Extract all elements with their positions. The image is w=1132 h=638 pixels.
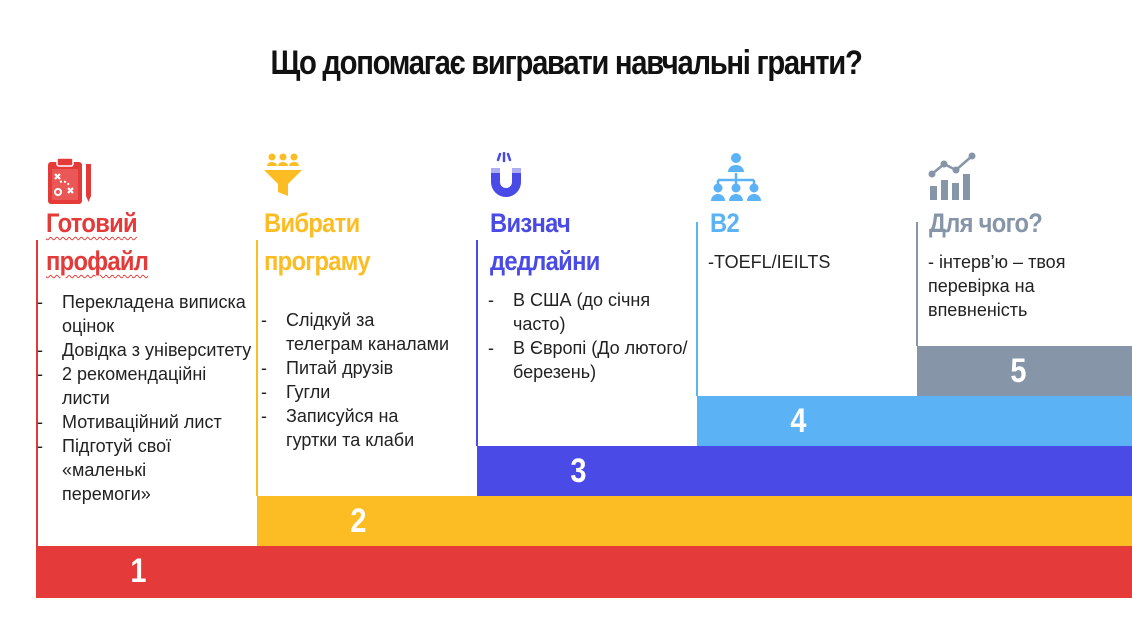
step-4-title: B2 [710, 204, 740, 242]
step-4-title-line-1: B2 [710, 208, 740, 238]
list-item: Підготуй свої «маленькі перемоги» [37, 434, 252, 506]
step-5-title-line-1: Для чого? [929, 208, 1043, 238]
step-bar-5: 5 [917, 346, 1132, 396]
step-number-4: 4 [790, 402, 807, 440]
step-3-list: В США (до січня часто) В Європі (До люто… [488, 288, 693, 384]
step-3-title-line-1: Визнач [490, 208, 571, 238]
list-item: Довідка з університету [37, 338, 252, 362]
step-3-title-line-2: дедлайни [490, 246, 600, 276]
step-4-text: -TOEFL/IEILTS [708, 252, 831, 272]
step-2-title-line-1: Вибрати [264, 208, 360, 238]
column-divider-5 [916, 222, 918, 346]
funnel-people-icon [262, 152, 304, 203]
list-item: Мотиваційний лист [37, 410, 252, 434]
step-bar-4: 4 [697, 396, 1132, 446]
step-5-title: Для чого? [929, 204, 1043, 242]
list-item: Гугли [261, 380, 451, 404]
step-2-title: Вибрати програму [264, 204, 371, 280]
list-item: В Європі (До лютого/березень) [488, 336, 693, 384]
step-1-title: Готовий профайл [46, 204, 149, 280]
list-item: В США (до січня часто) [488, 288, 693, 336]
growth-chart-icon [928, 152, 978, 207]
step-5-text: - інтерв’ю – твоя перевірка на впевненіс… [928, 252, 1066, 320]
clipboard-strategy-icon [46, 156, 94, 211]
step-number-2: 2 [350, 502, 367, 540]
column-divider-4 [696, 222, 698, 396]
step-2-list: Слідкуй за телеграм каналами Питай друзі… [261, 308, 451, 452]
step-bar-2: 2 [257, 496, 1132, 546]
network-people-icon [708, 152, 764, 207]
step-bar-1: 1 [36, 546, 1132, 598]
list-item: Записуйся на гуртки та клаби [261, 404, 451, 452]
column-divider-3 [476, 240, 478, 446]
step-number-5: 5 [1010, 352, 1027, 390]
list-item: Перекладена виписка оцінок [37, 290, 252, 338]
list-item: Питай друзів [261, 356, 451, 380]
step-2-title-line-2: програму [264, 246, 371, 276]
step-bar-3: 3 [477, 446, 1132, 496]
step-number-3: 3 [570, 452, 587, 490]
step-3-title: Визнач дедлайни [490, 204, 600, 280]
step-1-title-line-1: Готовий [46, 208, 138, 238]
step-1-list: Перекладена виписка оцінок Довідка з уні… [37, 290, 252, 506]
step-number-1: 1 [130, 552, 147, 590]
magnet-icon [488, 151, 524, 205]
list-item: Слідкуй за телеграм каналами [261, 308, 451, 356]
step-1-title-line-2: профайл [46, 246, 149, 276]
column-divider-2 [256, 240, 258, 496]
list-item: 2 рекомендаційні листи [37, 362, 252, 410]
page-title: Що допомагає вигравати навчальні гранти? [270, 44, 862, 82]
